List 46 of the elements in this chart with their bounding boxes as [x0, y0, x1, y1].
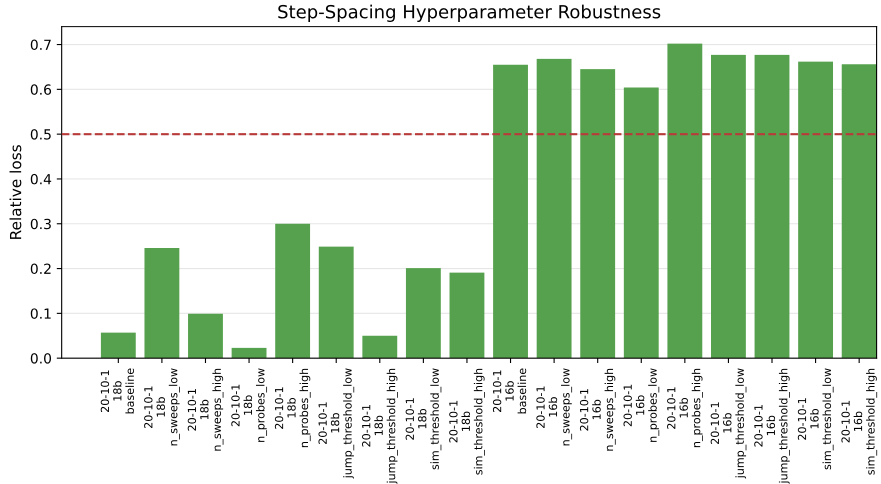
chart-title: Step-Spacing Hyperparameter Robustness	[278, 4, 660, 22]
y-tick-label: 0.7	[30, 40, 51, 50]
x-tick-label: 20-10-1 18b baseline	[100, 368, 134, 414]
x-tick-label: 20-10-1 18b n_sweeps_low	[144, 368, 180, 446]
x-tick-label: 20-10-1 16b n_sweeps_high	[580, 368, 616, 451]
bar	[144, 248, 180, 358]
bar	[798, 62, 834, 358]
x-tick-label: 20-10-1 18b jump_threshold_low	[318, 368, 354, 478]
bar	[580, 69, 616, 358]
y-axis-title: Relative loss	[10, 145, 22, 239]
bar	[318, 246, 354, 358]
x-tick-label: 20-10-1 16b sim_threshold_low	[798, 368, 834, 470]
bar	[406, 268, 441, 358]
y-tick-label: 0.1	[30, 308, 51, 319]
y-tick-label: 0.4	[30, 174, 52, 184]
bar	[275, 224, 310, 358]
bar	[710, 54, 746, 358]
bar	[100, 332, 136, 358]
bar	[188, 314, 223, 358]
bar	[624, 88, 659, 358]
x-tick-label: 20-10-1 16b jump_threshold_low	[710, 368, 746, 478]
bar	[667, 44, 702, 358]
x-tick-label: 20-10-1 16b sim_threshold_high	[841, 368, 878, 475]
x-tick-label: 20-10-1 18b n_probes_high	[274, 368, 311, 448]
x-tick-label: 20-10-1 18b n_probes_low	[231, 368, 268, 442]
bar	[842, 64, 877, 358]
y-tick-label: 0.3	[30, 218, 51, 230]
bar	[450, 272, 484, 358]
x-tick-label: 20-10-1 16b jump_threshold_high	[754, 368, 790, 484]
x-tick-label: 20-10-1 16b n_probes_high	[667, 368, 703, 448]
x-tick-label: 20-10-1 18b sim_threshold_high	[449, 368, 485, 475]
y-tick-label: 0.5	[30, 129, 51, 140]
x-tick-label: 20-10-1 16b n_sweeps_low	[536, 368, 572, 446]
y-tick-label: 0.6	[30, 84, 52, 95]
x-tick-label: 20-10-1 18b sim_threshold_low	[406, 368, 442, 470]
y-tick-label: 0.2	[30, 264, 51, 274]
bar	[362, 336, 398, 358]
x-tick-label: 20-10-1 16b baseline	[492, 368, 526, 414]
bar	[232, 348, 266, 358]
bar	[536, 58, 572, 358]
bar	[754, 54, 790, 358]
x-tick-label: 20-10-1 18b jump_threshold_high	[362, 368, 398, 484]
bar	[493, 64, 528, 358]
x-tick-label: 20-10-1 18b n_sweeps_high	[188, 368, 224, 451]
y-tick-label: 0.0	[30, 353, 52, 364]
x-tick-label: 20-10-1 16b n_probes_low	[623, 368, 660, 442]
